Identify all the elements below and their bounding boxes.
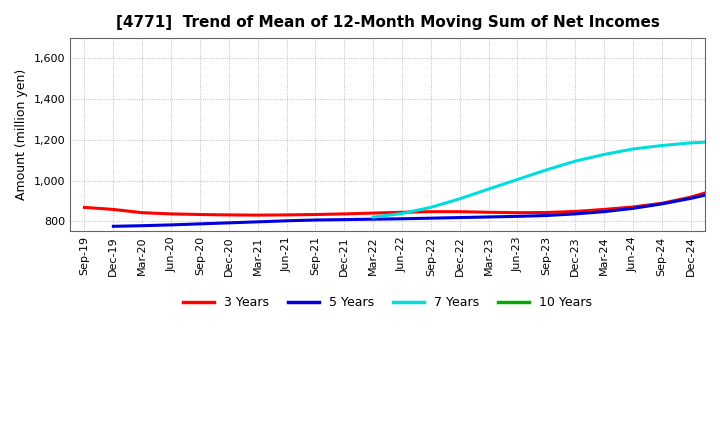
3 Years: [571, 209, 580, 214]
5 Years: [600, 209, 608, 214]
5 Years: [369, 216, 377, 222]
7 Years: [542, 167, 551, 172]
Line: 5 Years: 5 Years: [113, 120, 720, 226]
7 Years: [686, 140, 695, 146]
7 Years: [455, 196, 464, 202]
5 Years: [282, 218, 291, 224]
5 Years: [196, 221, 204, 227]
5 Years: [311, 217, 320, 223]
Legend: 3 Years, 5 Years, 7 Years, 10 Years: 3 Years, 5 Years, 7 Years, 10 Years: [178, 291, 598, 314]
5 Years: [715, 189, 720, 194]
5 Years: [340, 217, 348, 222]
3 Years: [340, 211, 348, 216]
3 Years: [513, 210, 522, 215]
5 Years: [167, 222, 176, 227]
7 Years: [657, 143, 666, 148]
Line: 3 Years: 3 Years: [84, 47, 720, 215]
5 Years: [426, 216, 435, 221]
3 Years: [109, 207, 117, 212]
Y-axis label: Amount (million yen): Amount (million yen): [15, 69, 28, 200]
3 Years: [426, 209, 435, 214]
3 Years: [138, 210, 146, 215]
7 Years: [571, 158, 580, 164]
3 Years: [629, 204, 637, 209]
5 Years: [571, 211, 580, 216]
5 Years: [686, 196, 695, 201]
5 Years: [485, 214, 493, 220]
5 Years: [455, 215, 464, 220]
3 Years: [657, 201, 666, 206]
3 Years: [542, 210, 551, 215]
5 Years: [253, 219, 262, 224]
5 Years: [109, 224, 117, 229]
5 Years: [397, 216, 406, 221]
3 Years: [397, 209, 406, 215]
Line: 7 Years: 7 Years: [373, 141, 720, 217]
7 Years: [513, 177, 522, 182]
3 Years: [686, 194, 695, 200]
3 Years: [600, 207, 608, 212]
7 Years: [715, 139, 720, 144]
3 Years: [485, 209, 493, 215]
3 Years: [282, 212, 291, 217]
3 Years: [311, 212, 320, 217]
5 Years: [542, 213, 551, 218]
3 Years: [253, 213, 262, 218]
5 Years: [225, 220, 233, 225]
7 Years: [397, 211, 406, 216]
7 Years: [426, 205, 435, 210]
5 Years: [513, 214, 522, 219]
Title: [4771]  Trend of Mean of 12-Month Moving Sum of Net Incomes: [4771] Trend of Mean of 12-Month Moving …: [116, 15, 660, 30]
3 Years: [369, 210, 377, 216]
3 Years: [715, 186, 720, 191]
3 Years: [225, 212, 233, 217]
3 Years: [80, 205, 89, 210]
7 Years: [485, 187, 493, 192]
5 Years: [657, 201, 666, 206]
5 Years: [629, 206, 637, 211]
3 Years: [196, 212, 204, 217]
3 Years: [167, 211, 176, 216]
7 Years: [369, 215, 377, 220]
3 Years: [455, 209, 464, 214]
7 Years: [600, 152, 608, 157]
7 Years: [629, 147, 637, 152]
5 Years: [138, 223, 146, 228]
